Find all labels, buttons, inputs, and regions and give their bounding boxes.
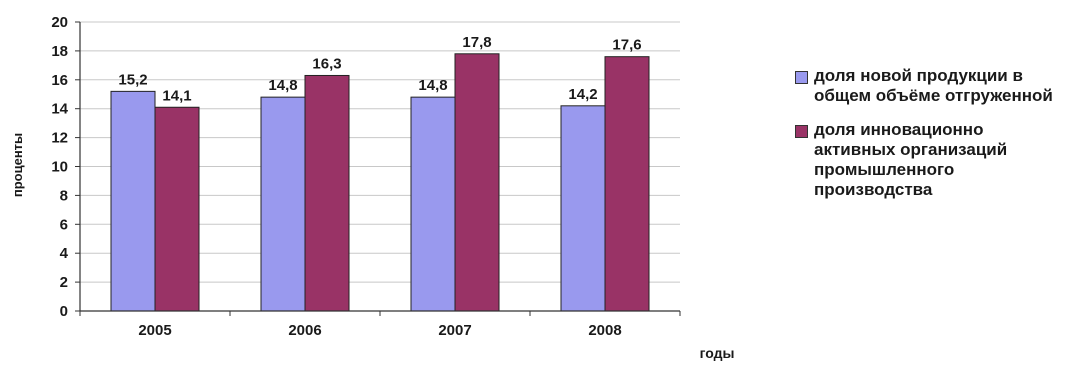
y-tick-label: 4 xyxy=(60,245,69,262)
data-label: 14,1 xyxy=(162,87,191,104)
x-tick-label: 2005 xyxy=(138,322,171,339)
legend-swatch-series-2 xyxy=(795,125,808,138)
y-tick-label: 14 xyxy=(51,101,68,118)
legend-label-series-1: доля новой продукции в общем объёме отгр… xyxy=(814,66,1053,105)
data-label: 15,2 xyxy=(118,71,147,88)
bar-series-1 xyxy=(260,96,306,312)
x-tick-label: 2007 xyxy=(438,322,471,339)
legend-item-series-1: доля новой продукции в общем объёме отгр… xyxy=(795,66,1065,106)
y-tick-label: 16 xyxy=(51,72,68,89)
bar-series-2 xyxy=(454,53,500,312)
y-tick-label: 8 xyxy=(60,187,68,204)
data-labels: 15,2 14,1 14,8 16,3 14,8 17,8 14,2 17,6 xyxy=(118,34,641,104)
x-tick-label: 2006 xyxy=(288,322,321,339)
y-tick-label: 18 xyxy=(51,43,68,60)
data-label: 14,8 xyxy=(268,77,297,94)
x-axis-title: годы xyxy=(700,345,735,361)
bar-series-2 xyxy=(304,74,350,312)
y-tick-label: 20 xyxy=(51,14,68,31)
axes: 0 2 4 6 8 10 12 14 16 18 20 2005 2006 2007 2008 xyxy=(51,14,681,339)
legend-swatch-series-1 xyxy=(795,71,808,84)
bar-series-1 xyxy=(410,96,456,312)
bar-series-2 xyxy=(154,106,200,312)
legend-label-series-2: доля инновационно активных организаций п… xyxy=(814,120,1008,199)
bar-series-1 xyxy=(110,90,156,312)
bar-series-1 xyxy=(560,105,606,312)
legend-item-series-2: доля инновационно активных организаций п… xyxy=(795,120,1065,200)
y-axis-title: проценты xyxy=(10,133,25,197)
y-tick-label: 12 xyxy=(51,130,68,147)
data-label: 17,8 xyxy=(462,34,491,51)
x-tick-label: 2008 xyxy=(588,322,621,339)
data-label: 14,8 xyxy=(418,77,447,94)
data-label: 14,2 xyxy=(568,86,597,103)
y-tick-label: 10 xyxy=(51,159,68,176)
y-tick-label: 2 xyxy=(60,274,68,291)
y-tick-label: 0 xyxy=(60,303,68,320)
data-label: 17,6 xyxy=(612,37,641,54)
legend: доля новой продукции в общем объёме отгр… xyxy=(795,66,1065,214)
y-tick-label: 6 xyxy=(60,216,68,233)
data-label: 16,3 xyxy=(312,55,341,72)
bar-series-2 xyxy=(604,56,650,312)
